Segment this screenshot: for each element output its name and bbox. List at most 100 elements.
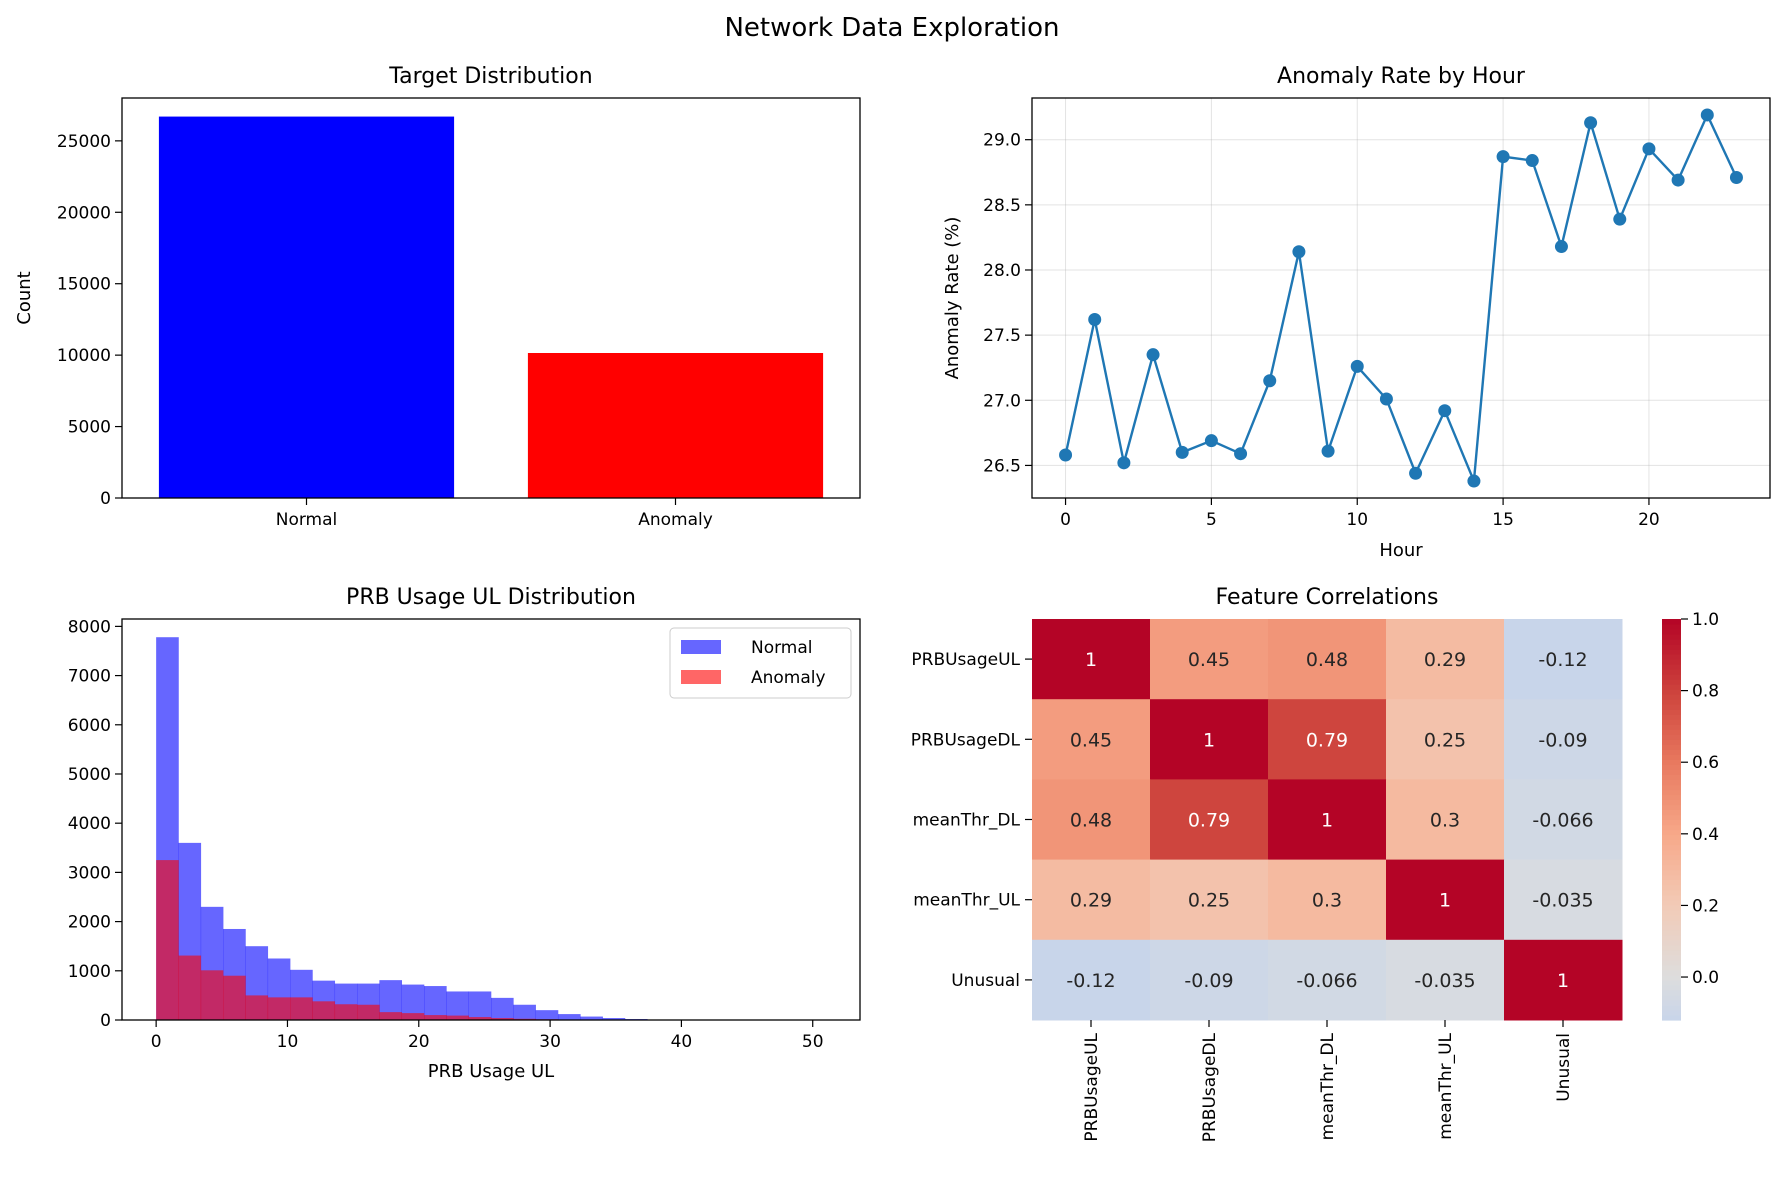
x-tick-label: 20	[408, 1032, 430, 1052]
cell-annotation: 0.29	[1424, 649, 1466, 671]
y-tick-label: 0	[100, 489, 111, 509]
colorbar-segment	[1662, 940, 1681, 946]
colorbar-segment	[1662, 749, 1681, 755]
data-point	[1642, 142, 1655, 155]
x-axis-label: Hour	[1379, 540, 1423, 561]
x-tick-label: Normal	[276, 510, 338, 530]
y-tick-label: 28.5	[983, 196, 1021, 216]
data-point	[1497, 150, 1510, 163]
cell-annotation: 1	[1085, 649, 1097, 671]
colorbar-segment	[1662, 739, 1681, 745]
legend-swatch-normal	[681, 640, 721, 654]
y-tick-label: 28.0	[983, 261, 1021, 281]
y-axis-label: Anomaly Rate (%)	[942, 217, 963, 380]
cell-annotation: -0.09	[1538, 729, 1587, 751]
colorbar-segment	[1662, 935, 1681, 941]
colorbar-segment	[1662, 990, 1681, 996]
hist-bar-anomaly	[245, 995, 268, 1020]
y-tick-label: 2000	[68, 913, 111, 933]
y-tick-label: PRBUsageDL	[911, 730, 1021, 750]
hist-bar-anomaly	[446, 1016, 469, 1020]
hist-bar-anomaly	[290, 997, 313, 1020]
colorbar-segment	[1662, 639, 1681, 645]
colorbar-segment	[1662, 714, 1681, 720]
colorbar-segment	[1662, 910, 1681, 916]
cell-annotation: 0.3	[1312, 890, 1342, 912]
colorbar-segment	[1662, 769, 1681, 775]
colorbar-segment	[1662, 759, 1681, 765]
data-point	[1059, 449, 1072, 462]
y-tick-label: 10000	[57, 346, 111, 366]
y-tick-label: 20000	[57, 203, 111, 223]
colorbar-segment	[1662, 804, 1681, 810]
y-tick-label: meanThr_DL	[913, 811, 1021, 831]
data-point	[1438, 404, 1451, 417]
colorbar-segment	[1662, 995, 1681, 1001]
cell-annotation: 0.25	[1424, 729, 1466, 751]
colorbar-segment	[1662, 975, 1681, 981]
anomaly-rate-line	[1066, 115, 1737, 481]
cell-annotation: -0.066	[1532, 810, 1593, 832]
y-tick-label: meanThr_UL	[913, 891, 1020, 911]
data-point	[1555, 240, 1568, 253]
y-tick-label: 7000	[68, 667, 111, 687]
cell-annotation: -0.066	[1296, 970, 1357, 992]
cell-annotation: -0.09	[1184, 970, 1233, 992]
y-axis-label: Count	[14, 271, 35, 324]
x-tick-label: 30	[539, 1032, 561, 1052]
data-point	[1088, 313, 1101, 326]
data-point	[1613, 213, 1626, 226]
x-tick-label: 10	[277, 1032, 299, 1052]
colorbar-segment	[1662, 624, 1681, 630]
colorbar-segment	[1662, 1015, 1681, 1021]
colorbar-segment	[1662, 820, 1681, 826]
colorbar-segment	[1662, 905, 1681, 911]
colorbar-segment	[1662, 709, 1681, 715]
colorbar-segment	[1662, 724, 1681, 730]
x-tick-label: 5	[1206, 510, 1217, 530]
hist-bar-anomaly	[402, 1013, 425, 1020]
colorbar-segment	[1662, 845, 1681, 851]
colorbar-segment	[1662, 960, 1681, 966]
y-tick-label: 1000	[68, 962, 111, 982]
colorbar-segment	[1662, 865, 1681, 871]
hist-bar-anomaly	[357, 1005, 380, 1020]
cell-annotation: -0.12	[1538, 649, 1587, 671]
hist-bar-normal	[513, 1005, 536, 1020]
colorbar-segment	[1662, 684, 1681, 690]
colorbar-segment	[1662, 915, 1681, 921]
data-point	[1526, 154, 1539, 167]
cell-annotation: 0.25	[1188, 890, 1230, 912]
x-tick-label: meanThr_DL	[1318, 1032, 1338, 1140]
chart-title: Target Distribution	[388, 64, 592, 89]
data-point	[1234, 447, 1247, 460]
y-tick-label: 15000	[57, 275, 111, 295]
colorbar-segment	[1662, 764, 1681, 770]
cell-annotation: 1	[1439, 890, 1451, 912]
x-tick-label: 10	[1346, 510, 1368, 530]
hist-bar-anomaly	[156, 860, 179, 1020]
colorbar-segment	[1662, 779, 1681, 785]
y-tick-label: 27.5	[983, 326, 1021, 346]
cell-annotation: 0.79	[1188, 810, 1230, 832]
hist-bar-normal	[558, 1014, 581, 1020]
colorbar-segment	[1662, 679, 1681, 685]
cell-annotation: 0.48	[1306, 649, 1348, 671]
colorbar-segment	[1662, 699, 1681, 705]
y-tick-label: 5000	[68, 418, 111, 438]
colorbar-segment	[1662, 669, 1681, 675]
colorbar-segment	[1662, 789, 1681, 795]
cell-annotation: 1	[1557, 970, 1569, 992]
x-tick-label: Unusual	[1554, 1033, 1574, 1102]
data-point	[1147, 348, 1160, 361]
colorbar-segment	[1662, 629, 1681, 635]
colorbar-segment	[1662, 1010, 1681, 1016]
x-tick-label: Anomaly	[638, 510, 713, 530]
colorbar-segment	[1662, 900, 1681, 906]
colorbar-segment	[1662, 794, 1681, 800]
colorbar-segment	[1662, 814, 1681, 820]
data-point	[1409, 467, 1422, 480]
x-tick-label: PRBUsageDL	[1200, 1032, 1220, 1142]
